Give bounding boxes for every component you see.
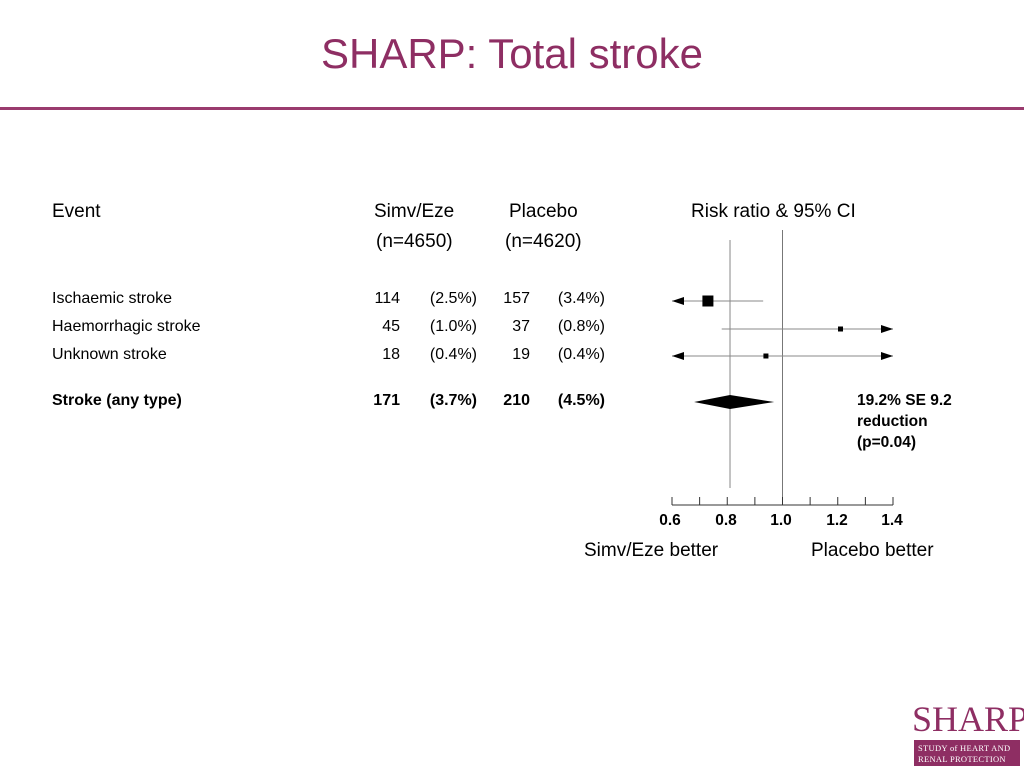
row-label: Ischaemic stroke	[52, 290, 173, 307]
ci-right-arrow	[881, 325, 893, 333]
header-event: Event	[52, 201, 101, 222]
point-estimate-square	[838, 326, 844, 332]
overall-diamond	[694, 395, 775, 409]
result-note: 19.2% SE 9.2 reduction (p=0.04)	[857, 390, 987, 453]
total-row-label: Stroke (any type)	[52, 392, 182, 409]
g2-count: 210	[503, 392, 530, 409]
direction-right-label: Placebo better	[811, 540, 934, 561]
g1-pct: (3.7%)	[429, 392, 477, 409]
row-label: Unknown stroke	[52, 346, 167, 363]
g2-count: 19	[512, 346, 530, 363]
header-group1-n: (n=4650)	[376, 231, 453, 252]
g1-count: 114	[374, 290, 400, 307]
title-divider	[0, 107, 1024, 110]
result-note-line: (p=0.04)	[857, 434, 917, 451]
g2-count: 157	[503, 290, 530, 307]
header-group2-name: Placebo	[509, 201, 578, 222]
slide-title: SHARP: Total stroke	[320, 30, 704, 77]
g2-pct: (0.4%)	[557, 346, 605, 363]
x-tick-label: 1.0	[770, 512, 792, 529]
logo-band: STUDY of HEART AND RENAL PROTECTION	[914, 740, 1020, 766]
x-tick-label: 1.2	[826, 512, 848, 529]
g1-count: 45	[382, 318, 400, 335]
x-tick-label: 0.8	[715, 512, 737, 529]
g1-count: 18	[382, 346, 400, 363]
g2-count: 37	[512, 318, 530, 335]
ci-right-arrow	[881, 352, 893, 360]
g1-count: 171	[373, 392, 400, 409]
logo-subtitle-line: RENAL PROTECTION	[918, 754, 1006, 764]
g1-pct: (2.5%)	[429, 290, 477, 307]
ci-left-arrow	[672, 297, 684, 305]
point-estimate-square	[763, 353, 769, 359]
g1-pct: (0.4%)	[429, 346, 477, 363]
x-tick-label: 0.6	[659, 512, 681, 529]
ci-left-arrow	[672, 352, 684, 360]
g2-pct: (4.5%)	[557, 392, 605, 409]
point-estimate-square	[702, 295, 714, 307]
g1-pct: (1.0%)	[429, 318, 477, 335]
g2-pct: (0.8%)	[557, 318, 605, 335]
header-group1-name: Simv/Eze	[374, 201, 455, 222]
sharp-logo: SHARP STUDY of HEART AND RENAL PROTECTIO…	[912, 699, 1024, 766]
logo-wordmark: SHARP	[912, 699, 1024, 739]
x-tick-label: 1.4	[881, 512, 903, 529]
result-note-line: 19.2% SE 9.2	[857, 392, 952, 409]
header-group2-n: (n=4620)	[505, 231, 582, 252]
direction-left-label: Simv/Eze better	[584, 540, 719, 561]
header-chart: Risk ratio & 95% CI	[691, 201, 856, 222]
row-label: Haemorrhagic stroke	[52, 318, 201, 335]
logo-subtitle-line: STUDY of HEART AND	[918, 743, 1011, 753]
g2-pct: (3.4%)	[557, 290, 605, 307]
result-note-line: reduction	[857, 413, 928, 430]
